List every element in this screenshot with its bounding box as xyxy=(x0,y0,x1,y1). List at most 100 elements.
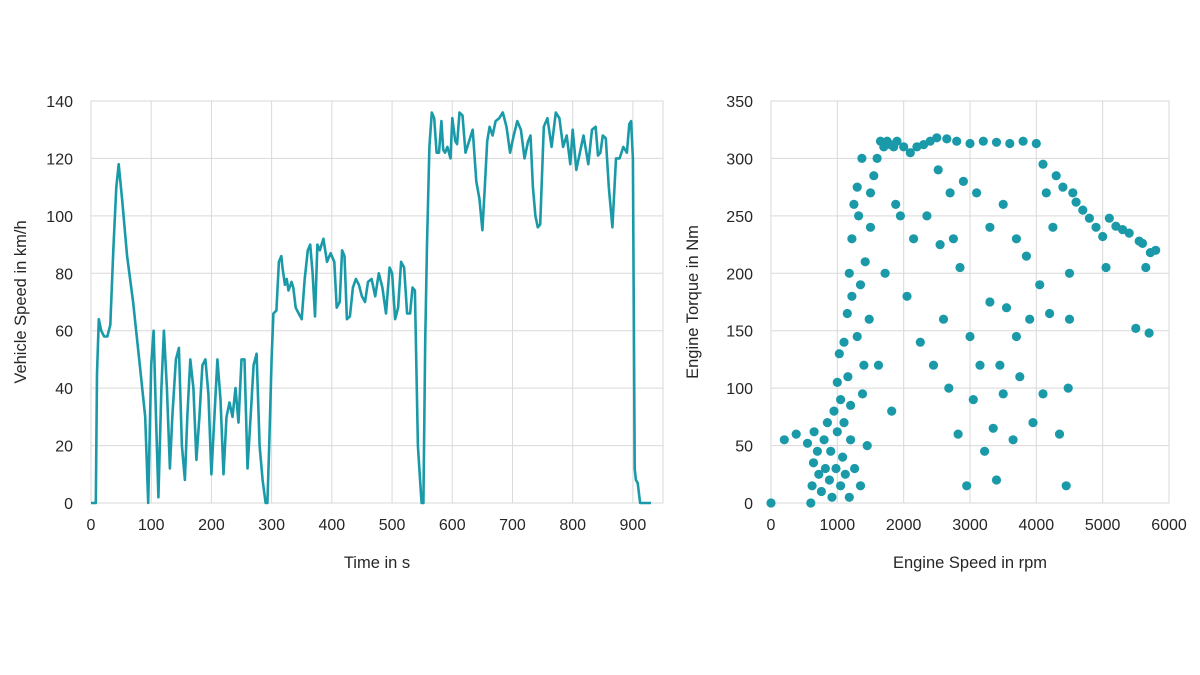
torque-speed-point xyxy=(831,463,841,474)
torque-speed-point xyxy=(1058,182,1068,192)
torque-speed-x-tick-label: 2000 xyxy=(886,517,922,534)
torque-speed-point xyxy=(1078,205,1088,215)
torque-speed-y-tick-label: 250 xyxy=(726,209,753,226)
torque-speed-point xyxy=(816,486,827,497)
torque-speed-y-tick-label: 350 xyxy=(726,94,753,111)
torque-speed-point xyxy=(945,188,955,198)
torque-speed-point xyxy=(955,262,965,273)
speed-time-y-tick-label: 100 xyxy=(46,209,73,226)
torque-speed-point xyxy=(944,383,954,393)
torque-speed-point xyxy=(985,297,995,307)
torque-speed-point xyxy=(802,438,813,448)
torque-speed-point xyxy=(1038,159,1048,169)
torque-speed-x-tick-label: 1000 xyxy=(820,517,856,534)
torque-speed-point xyxy=(1021,251,1031,261)
torque-speed-point xyxy=(995,360,1005,370)
torque-speed-point xyxy=(857,389,868,399)
torque-speed-point xyxy=(998,389,1008,399)
torque-speed-point xyxy=(891,199,901,209)
speed-time-x-tick-label: 800 xyxy=(559,517,586,534)
torque-speed-point xyxy=(832,377,842,387)
torque-speed-point xyxy=(838,452,848,462)
torque-speed-point xyxy=(1101,262,1111,273)
speed-time-x-tick-label: 300 xyxy=(258,517,285,534)
torque-speed-point xyxy=(1035,280,1045,290)
torque-speed-x-tick-label: 3000 xyxy=(952,517,988,534)
torque-speed-point xyxy=(965,138,975,149)
torque-speed-point xyxy=(834,349,844,359)
torque-speed-point xyxy=(873,360,884,370)
torque-speed-ticks: 0 1000 2000 3000 4000 5000 6000 0 50 100 150 200 250… xyxy=(726,94,1187,534)
torque-speed-point xyxy=(1008,435,1018,445)
torque-speed-point xyxy=(902,291,912,301)
torque-speed-point xyxy=(962,481,972,491)
torque-speed-x-tick-label: 6000 xyxy=(1151,517,1187,534)
torque-speed-point xyxy=(895,211,906,221)
torque-speed-point xyxy=(779,435,789,445)
torque-speed-point xyxy=(1054,429,1065,439)
torque-speed-point xyxy=(991,475,1002,485)
torque-speed-point xyxy=(836,395,846,405)
torque-speed-point xyxy=(872,153,882,163)
torque-speed-point xyxy=(1137,238,1148,248)
torque-speed-point xyxy=(1061,481,1071,491)
torque-speed-point xyxy=(1064,314,1075,324)
torque-speed-point xyxy=(953,429,963,439)
torque-speed-point xyxy=(836,481,846,491)
speed-time-series-line xyxy=(91,111,651,505)
torque-speed-point xyxy=(1038,389,1048,399)
torque-speed-point xyxy=(991,137,1002,147)
torque-speed-point xyxy=(998,199,1008,209)
torque-speed-point xyxy=(1068,188,1078,198)
torque-speed-point xyxy=(844,492,854,502)
torque-speed-point xyxy=(809,427,819,437)
torque-speed-point xyxy=(864,314,874,324)
torque-speed-point xyxy=(859,360,869,370)
torque-speed-point xyxy=(1063,383,1073,393)
torque-speed-point xyxy=(968,395,978,405)
torque-speed-point xyxy=(860,257,870,267)
torque-speed-point xyxy=(854,211,864,221)
torque-speed-point xyxy=(827,492,837,502)
torque-speed-point xyxy=(892,136,902,146)
torque-speed-point xyxy=(1141,262,1151,273)
torque-speed-point xyxy=(1124,228,1134,238)
torque-speed-point xyxy=(826,446,836,456)
speed-time-y-tick-label: 0 xyxy=(64,496,73,513)
torque-speed-point xyxy=(846,435,856,445)
torque-speed-point xyxy=(822,418,833,428)
torque-speed-point xyxy=(847,234,857,244)
torque-speed-point xyxy=(1051,171,1061,181)
speed-time-x-tick-label: 400 xyxy=(318,517,345,534)
torque-speed-y-tick-label: 300 xyxy=(726,151,753,168)
torque-speed-point xyxy=(942,134,952,144)
speed-time-x-tick-label: 0 xyxy=(87,517,96,534)
torque-speed-grid xyxy=(770,100,1170,504)
torque-speed-point xyxy=(935,240,945,250)
torque-speed-point xyxy=(852,182,862,192)
torque-speed-x-tick-label: 5000 xyxy=(1085,517,1121,534)
torque-speed-point xyxy=(832,427,842,437)
speed-time-ticks: 0 100 200 300 400 500 600 700 800 900 0 20 40 60 80 100… xyxy=(46,94,646,534)
torque-speed-point xyxy=(808,458,819,468)
torque-speed-point xyxy=(840,469,850,479)
torque-speed-point xyxy=(824,475,835,485)
speed-time-x-axis-title: Time in s xyxy=(344,554,410,572)
torque-speed-point xyxy=(852,331,862,342)
torque-speed-point xyxy=(1005,138,1015,149)
torque-speed-point xyxy=(1028,418,1038,428)
torque-speed-point xyxy=(965,331,975,342)
torque-speed-point xyxy=(928,360,939,370)
torque-speed-point xyxy=(849,199,859,209)
torque-speed-point xyxy=(899,142,909,152)
torque-speed-point xyxy=(1025,314,1035,324)
torque-speed-point xyxy=(766,498,776,508)
torque-speed-point xyxy=(915,337,925,347)
torque-speed-point xyxy=(1015,372,1025,382)
torque-speed-point xyxy=(1048,222,1058,232)
torque-speed-point xyxy=(1011,234,1022,244)
torque-speed-y-tick-label: 50 xyxy=(735,439,753,456)
torque-speed-point xyxy=(887,406,897,416)
torque-speed-point xyxy=(880,268,890,278)
